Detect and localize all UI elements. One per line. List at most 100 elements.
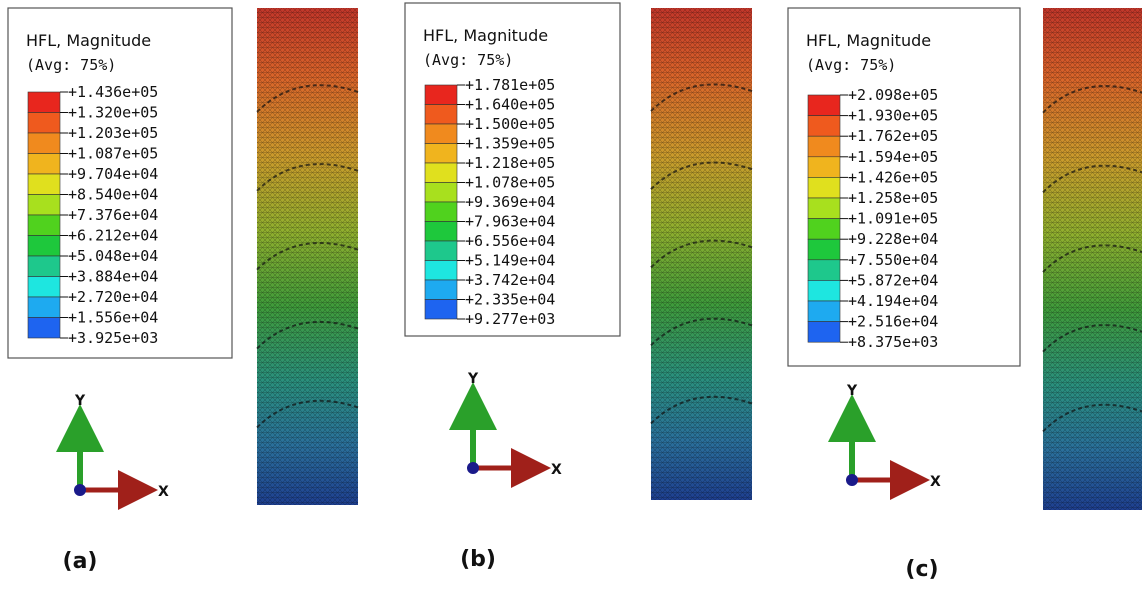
legend-swatch [807,177,841,199]
legend-level: +1.594e+05 [848,148,938,166]
legend-swatch [27,112,61,134]
panel: HFL, Magnitude (Avg: 75%) +1.436e+05 +1.320… [7,7,359,574]
mesh [1043,8,1142,510]
thread-edge [256,84,359,113]
legend-title: HFL, Magnitude [423,26,548,45]
panel-caption: (b) [460,547,496,572]
legend-swatch [807,321,841,343]
legend-level: +5.149e+04 [465,252,555,270]
origin [467,462,479,474]
legend-level: +7.963e+04 [465,213,555,231]
legend-swatch [424,162,458,183]
legend-swatch [807,218,841,240]
legend-title: HFL, Magnitude [806,31,931,50]
legend-level: +1.930e+05 [848,107,938,125]
legend-swatch [424,201,458,222]
legend-level: +6.212e+04 [68,227,158,245]
legend-level: +2.098e+05 [848,86,938,104]
thread-edge [1042,244,1142,273]
thread-edge [1042,164,1142,194]
legend-level: +3.742e+04 [465,271,555,289]
legend-swatch [424,279,458,300]
legend-level: +1.320e+05 [68,104,158,122]
legend-swatch [424,221,458,242]
y-axis-label: Y [74,393,86,409]
legend-swatch [424,182,458,203]
mesh [651,8,752,500]
legend-level: +5.048e+04 [68,247,158,265]
legend-subtitle: (Avg: 75%) [423,51,513,69]
legend-swatch [27,194,61,216]
legend-swatch [807,115,841,137]
legend-level: +1.500e+05 [465,115,555,133]
legend-level: +1.359e+05 [465,135,555,153]
legend-swatch [807,280,841,302]
legend-swatch [27,91,61,113]
x-axis-label: X [551,462,562,478]
thread-edge [256,163,359,192]
thread-edge [650,395,753,425]
panel: HFL, Magnitude (Avg: 75%) +1.781e+05 +1.640… [404,2,753,572]
legend-swatch [807,197,841,219]
legend-level: +1.087e+05 [68,145,158,163]
thread-edge [256,242,359,271]
legend-swatch [807,259,841,281]
legend-level: +3.884e+04 [68,268,158,286]
legend-level: +2.335e+04 [465,291,555,309]
legend-swatch [807,300,841,322]
legend-swatch [807,94,841,116]
legend-subtitle: (Avg: 75%) [806,56,896,74]
legend-level: +5.872e+04 [848,271,938,289]
y-axis-label: Y [846,383,858,399]
origin [74,484,86,496]
legend-swatch [27,317,61,339]
origin [846,474,858,486]
legend-swatch [27,296,61,318]
legend-level: +8.375e+03 [848,333,938,351]
legend-level: +2.516e+04 [848,313,938,331]
x-axis-label: X [158,484,169,500]
legend-level: +1.640e+05 [465,96,555,114]
legend-swatch [27,235,61,257]
legend-swatch [424,299,458,320]
legend-level: +8.540e+04 [68,186,158,204]
legend-swatch [424,240,458,261]
legend-swatch [807,238,841,261]
y-axis-label: Y [467,371,479,387]
legend-swatch [27,214,61,236]
legend-swatch [424,84,458,105]
thread-edge [256,399,359,429]
legend-level: +6.556e+04 [465,232,555,250]
thread-edge [256,320,359,350]
legend-level: +1.436e+05 [68,83,158,101]
legend-swatch [424,123,458,144]
legend-subtitle: (Avg: 75%) [26,56,116,74]
legend-level: +1.218e+05 [465,154,555,172]
legend-level: +1.426e+05 [848,168,938,186]
thread-edge [650,239,753,268]
thread-edge [1042,403,1142,433]
x-axis-label: X [930,474,941,490]
legend-swatch [424,143,458,164]
legend-level: +1.203e+05 [68,124,158,142]
legend-level: +4.194e+04 [848,292,938,310]
legend-level: +2.720e+04 [68,288,158,306]
legend-level: +9.369e+04 [465,193,555,211]
legend-swatch [27,255,61,277]
legend-level: +1.258e+05 [848,189,938,207]
legend-level: +7.550e+04 [848,251,938,269]
panel: HFL, Magnitude (Avg: 75%) +2.098e+05 +1.930… [787,7,1142,582]
legend-level: +9.704e+04 [68,165,158,183]
legend-level: +3.925e+03 [68,329,158,347]
legend-level: +9.228e+04 [848,230,938,248]
legend-level: +1.781e+05 [465,76,555,94]
legend-level: +1.762e+05 [848,127,938,145]
thread-edge [650,161,753,190]
mesh [257,8,358,505]
legend-swatch [424,104,458,125]
legend-swatch [27,276,61,298]
legend-level: +7.376e+04 [68,206,158,224]
panel-caption: (c) [905,557,938,582]
thread-edge [650,317,753,347]
